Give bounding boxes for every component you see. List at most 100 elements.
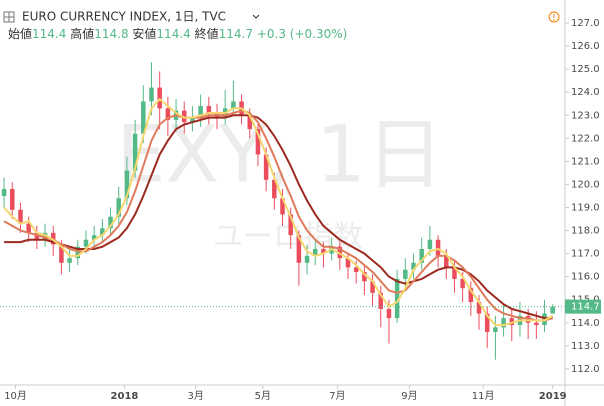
candle-body xyxy=(34,232,40,240)
candle-body xyxy=(534,322,539,326)
candle-body xyxy=(493,327,498,332)
y-tick-label: 122.0 xyxy=(571,133,600,144)
close-label: 終値 xyxy=(195,26,219,41)
candle-body xyxy=(100,228,105,236)
candle-body xyxy=(386,308,392,319)
y-tick-label: 126.0 xyxy=(571,41,600,52)
y-tick-label: 121.0 xyxy=(571,156,600,167)
x-tick-label: 2019 xyxy=(539,391,567,402)
candle-body xyxy=(345,258,351,268)
candle-body xyxy=(59,244,64,263)
y-tick-label: 116.0 xyxy=(571,272,600,283)
candle-body xyxy=(525,315,531,323)
candle-body xyxy=(468,288,474,303)
candle-body xyxy=(108,216,113,229)
candle-body xyxy=(313,248,318,256)
candle-body xyxy=(42,232,48,240)
watermark-symbol: EXY, 1日 xyxy=(116,110,444,200)
warning-icon[interactable] xyxy=(548,11,560,23)
x-tick-label: 7月 xyxy=(329,390,345,402)
candle-body xyxy=(272,179,277,199)
y-tick-label: 113.0 xyxy=(571,341,600,352)
candle-body xyxy=(165,108,171,120)
candle-body xyxy=(231,101,236,109)
candle-body xyxy=(403,269,408,279)
candle-body xyxy=(18,209,23,224)
last-price-box xyxy=(565,299,601,314)
change: +0.3 (+0.30%) xyxy=(257,27,348,41)
high-label: 高値 xyxy=(70,26,94,41)
ohlc: 始値114.4 高値114.8 安値114.4 終値114.7 +0.3 (+0… xyxy=(8,26,347,41)
open-label: 始値 xyxy=(8,26,32,41)
candle-body xyxy=(444,255,449,268)
candle-body xyxy=(501,318,506,328)
candle-body xyxy=(288,214,293,236)
low-value: 114.4 xyxy=(156,27,190,41)
y-tick-label: 127.0 xyxy=(571,18,600,29)
candle-body xyxy=(394,278,400,319)
y-tick-label: 118.0 xyxy=(571,226,600,237)
candle-body xyxy=(452,267,457,279)
candle-body xyxy=(247,115,252,130)
candle-body xyxy=(1,189,7,196)
moving-average xyxy=(4,114,553,320)
x-tick-label: 9月 xyxy=(401,390,417,402)
candle-body xyxy=(67,258,72,263)
open-value: 114.4 xyxy=(32,27,66,41)
candle-body xyxy=(304,255,310,263)
close-value: 114.7 xyxy=(219,27,253,41)
candle-body xyxy=(378,292,384,309)
y-tick-label: 119.0 xyxy=(571,202,600,213)
x-tick-label: 5月 xyxy=(255,390,271,402)
y-tick-label: 125.0 xyxy=(571,64,600,75)
x-tick-label: 3月 xyxy=(188,390,204,402)
dropdown-icon[interactable] xyxy=(252,14,260,19)
candle-body xyxy=(10,189,15,210)
y-tick-label: 117.0 xyxy=(571,249,600,260)
candle-body xyxy=(91,235,97,240)
candle-body xyxy=(50,232,56,245)
y-tick-label: 112.0 xyxy=(571,364,600,375)
y-tick-label: 120.0 xyxy=(571,179,600,190)
x-tick-label: 2018 xyxy=(111,391,139,402)
warning-icon xyxy=(553,19,555,21)
candle-body xyxy=(190,117,195,123)
low-label: 安値 xyxy=(132,26,156,41)
candle-body xyxy=(83,239,89,247)
candle-body xyxy=(296,235,302,263)
candle-body xyxy=(198,106,203,118)
candle-body xyxy=(321,248,326,254)
candle-body xyxy=(362,272,367,282)
candle-body xyxy=(141,101,146,134)
candle-body xyxy=(435,239,441,256)
candle-body xyxy=(124,170,130,199)
candle-body xyxy=(206,106,212,113)
candle-body xyxy=(550,306,555,314)
last-price-label: 114.7 xyxy=(571,302,600,313)
candle-body xyxy=(484,313,490,332)
candle-body xyxy=(181,110,187,123)
candle-body xyxy=(255,129,261,155)
candle-body xyxy=(460,278,465,289)
candle-body xyxy=(476,302,482,314)
chart-title[interactable]: EURO CURRENCY INDEX, 1日, TVC xyxy=(22,10,226,24)
moving-average xyxy=(3,97,554,327)
candle-body xyxy=(337,246,343,259)
high-value: 114.8 xyxy=(94,27,128,41)
moving-average xyxy=(3,109,553,322)
y-tick-label: 124.0 xyxy=(571,87,600,98)
x-tick-label: 10月 xyxy=(4,390,27,402)
candle-body xyxy=(132,133,138,171)
candle-body xyxy=(427,239,433,249)
candle-body xyxy=(26,223,31,233)
candle-body xyxy=(509,318,515,326)
x-tick-label: 11月 xyxy=(472,390,495,402)
candle-body xyxy=(280,198,285,215)
candle-body xyxy=(116,198,121,217)
candle-body xyxy=(75,246,81,259)
candle-body xyxy=(411,262,416,270)
candle-body xyxy=(353,267,359,273)
y-tick-label: 114.0 xyxy=(571,318,600,329)
candle-body xyxy=(419,248,424,263)
